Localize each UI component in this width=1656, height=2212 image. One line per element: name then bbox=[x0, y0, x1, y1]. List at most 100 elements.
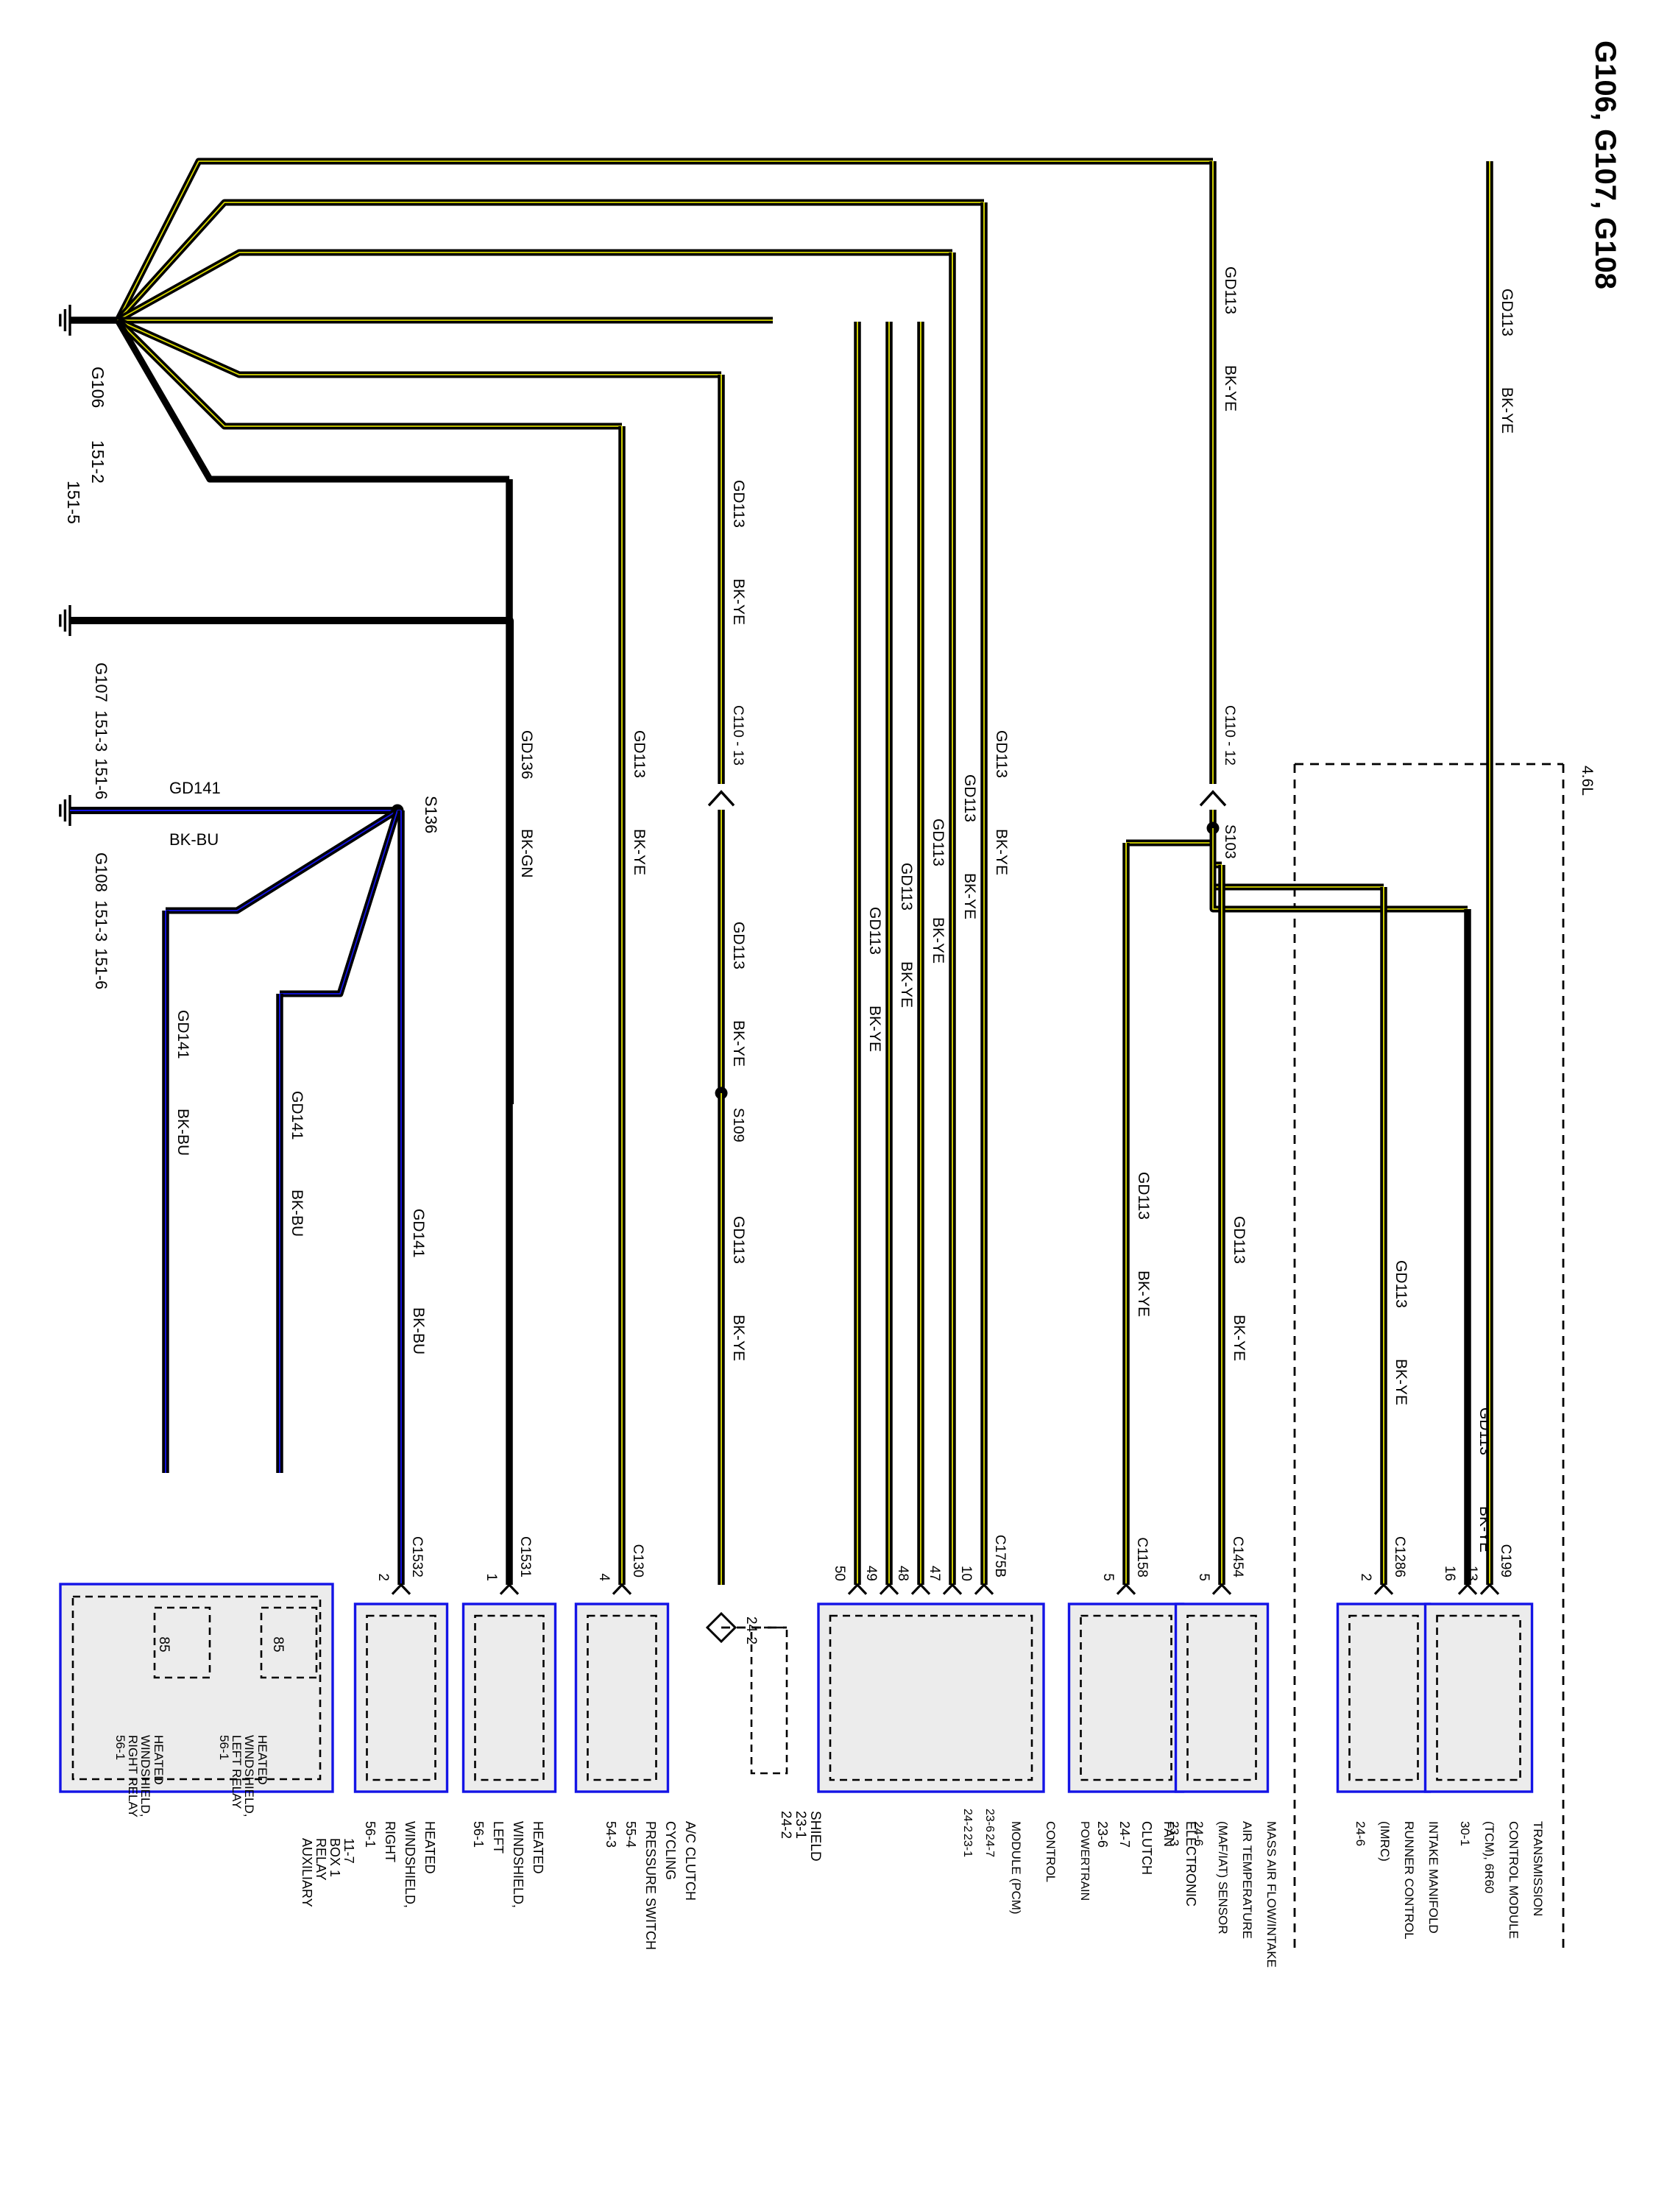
svg-text:(TCM), 6R60: (TCM), 6R60 bbox=[1482, 1821, 1496, 1893]
svg-text:BOX 1: BOX 1 bbox=[328, 1838, 342, 1877]
svg-text:BK-YE: BK-YE bbox=[1135, 1271, 1152, 1317]
svg-text:11-7: 11-7 bbox=[342, 1838, 356, 1864]
svg-text:INTAKE MANIFOLD: INTAKE MANIFOLD bbox=[1426, 1821, 1440, 1934]
svg-text:RIGHT: RIGHT bbox=[383, 1821, 397, 1862]
svg-text:CONTROL: CONTROL bbox=[1044, 1821, 1058, 1882]
svg-text:2: 2 bbox=[375, 1573, 391, 1581]
svg-text:POWERTRAIN: POWERTRAIN bbox=[1078, 1821, 1091, 1901]
svg-text:55-4: 55-4 bbox=[623, 1821, 638, 1848]
svg-text:CONTROL MODULE: CONTROL MODULE bbox=[1507, 1821, 1521, 1939]
svg-text:A/C CLUTCH: A/C CLUTCH bbox=[683, 1821, 698, 1901]
svg-text:GD113: GD113 bbox=[1393, 1260, 1409, 1308]
svg-text:GD113: GD113 bbox=[730, 1216, 747, 1264]
svg-text:BK-YE: BK-YE bbox=[1222, 365, 1239, 411]
svg-text:GD113: GD113 bbox=[1231, 1216, 1248, 1264]
svg-text:5: 5 bbox=[1100, 1573, 1116, 1581]
svg-text:23-3: 23-3 bbox=[1167, 1821, 1181, 1846]
svg-text:G106: G106 bbox=[88, 367, 107, 408]
svg-text:GD113: GD113 bbox=[1222, 266, 1239, 314]
svg-text:151-6: 151-6 bbox=[92, 758, 110, 799]
svg-text:(MAF/IAT) SENSOR: (MAF/IAT) SENSOR bbox=[1216, 1821, 1230, 1934]
svg-text:BK-YE: BK-YE bbox=[730, 1020, 747, 1067]
svg-text:BK-BU: BK-BU bbox=[289, 1190, 305, 1237]
svg-text:HEATED: HEATED bbox=[255, 1735, 269, 1785]
svg-text:23-1: 23-1 bbox=[961, 1834, 974, 1857]
svg-text:C1531: C1531 bbox=[517, 1536, 533, 1577]
svg-text:TRANSMISSION: TRANSMISSION bbox=[1531, 1821, 1545, 1916]
svg-text:151-5: 151-5 bbox=[64, 481, 83, 524]
svg-text:GD113: GD113 bbox=[1498, 289, 1515, 336]
svg-text:47: 47 bbox=[927, 1566, 942, 1581]
svg-text:AUXILIARY: AUXILIARY bbox=[300, 1838, 314, 1907]
svg-text:GD113: GD113 bbox=[631, 730, 648, 778]
svg-text:HEATED: HEATED bbox=[152, 1735, 166, 1785]
svg-text:BK-YE: BK-YE bbox=[961, 873, 978, 919]
svg-text:GD113: GD113 bbox=[993, 730, 1010, 778]
svg-text:BK-BU: BK-BU bbox=[174, 1109, 191, 1156]
svg-text:30-1: 30-1 bbox=[1458, 1821, 1472, 1846]
svg-text:GD113: GD113 bbox=[730, 922, 747, 969]
svg-text:S103: S103 bbox=[1222, 824, 1238, 859]
svg-text:AIR TEMPERATURE: AIR TEMPERATURE bbox=[1240, 1821, 1254, 1939]
svg-text:5: 5 bbox=[1196, 1573, 1211, 1581]
svg-text:GD141: GD141 bbox=[174, 1010, 191, 1059]
svg-text:23-1: 23-1 bbox=[793, 1811, 808, 1839]
svg-text:WINDSHIELD,: WINDSHIELD, bbox=[403, 1821, 417, 1908]
svg-text:BK-YE: BK-YE bbox=[898, 961, 915, 1008]
svg-text:BK-YE: BK-YE bbox=[1231, 1315, 1248, 1361]
svg-text:BK-BU: BK-BU bbox=[410, 1307, 427, 1354]
svg-text:24-6: 24-6 bbox=[1192, 1821, 1206, 1846]
svg-text:56-1: 56-1 bbox=[113, 1735, 127, 1760]
svg-text:1: 1 bbox=[484, 1573, 499, 1581]
svg-text:(IMRC): (IMRC) bbox=[1378, 1821, 1392, 1862]
svg-text:GD136: GD136 bbox=[518, 730, 535, 780]
svg-text:CYCLING: CYCLING bbox=[663, 1821, 678, 1880]
svg-text:GD113: GD113 bbox=[930, 819, 946, 866]
svg-text:2: 2 bbox=[1358, 1573, 1373, 1581]
svg-text:4.6L: 4.6L bbox=[1579, 766, 1596, 796]
svg-text:GD141: GD141 bbox=[410, 1209, 427, 1258]
svg-text:GD113: GD113 bbox=[730, 480, 747, 528]
svg-text:RELAY: RELAY bbox=[314, 1838, 328, 1881]
svg-text:4: 4 bbox=[596, 1573, 612, 1581]
svg-text:C1286: C1286 bbox=[1392, 1536, 1407, 1577]
svg-text:10: 10 bbox=[958, 1566, 974, 1581]
svg-text:23-6: 23-6 bbox=[1095, 1821, 1110, 1848]
svg-text:G106, G107, G108: G106, G107, G108 bbox=[1589, 40, 1621, 289]
svg-text:GD141: GD141 bbox=[289, 1091, 305, 1140]
svg-text:SHIELD: SHIELD bbox=[807, 1811, 823, 1862]
svg-text:48: 48 bbox=[895, 1566, 910, 1581]
svg-text:151-6: 151-6 bbox=[92, 948, 110, 989]
svg-text:RUNNER CONTROL: RUNNER CONTROL bbox=[1402, 1821, 1416, 1940]
svg-text:BK-BU: BK-BU bbox=[169, 830, 219, 849]
svg-text:16: 16 bbox=[1442, 1566, 1457, 1581]
svg-text:BK-YE: BK-YE bbox=[1498, 387, 1515, 434]
svg-text:54-3: 54-3 bbox=[604, 1821, 618, 1848]
svg-text:BK-YE: BK-YE bbox=[631, 829, 648, 875]
svg-text:BK-YE: BK-YE bbox=[993, 829, 1010, 875]
svg-text:85: 85 bbox=[270, 1636, 286, 1652]
svg-text:G108: G108 bbox=[92, 852, 110, 892]
svg-text:BK-YE: BK-YE bbox=[730, 579, 747, 625]
svg-text:56-1: 56-1 bbox=[363, 1821, 378, 1848]
svg-text:GD113: GD113 bbox=[1135, 1172, 1152, 1220]
svg-text:GD113: GD113 bbox=[898, 863, 915, 911]
svg-text:C175B: C175B bbox=[992, 1535, 1008, 1577]
svg-text:56-1: 56-1 bbox=[217, 1735, 231, 1760]
svg-text:24-2: 24-2 bbox=[961, 1809, 974, 1832]
svg-text:C1454: C1454 bbox=[1230, 1536, 1245, 1577]
svg-text:13: 13 bbox=[1464, 1566, 1479, 1581]
svg-text:GD141: GD141 bbox=[169, 779, 221, 797]
svg-text:23-6: 23-6 bbox=[983, 1809, 996, 1832]
svg-text:C110 - 12: C110 - 12 bbox=[1222, 705, 1237, 766]
svg-text:BK-GN: BK-GN bbox=[518, 829, 535, 878]
svg-text:C130: C130 bbox=[630, 1544, 645, 1577]
svg-text:GD113: GD113 bbox=[961, 774, 978, 822]
svg-text:50: 50 bbox=[832, 1566, 847, 1581]
svg-text:151-3: 151-3 bbox=[92, 710, 110, 752]
svg-text:MODULE (PCM): MODULE (PCM) bbox=[1009, 1821, 1023, 1915]
svg-text:MASS AIR FLOW/INTAKE: MASS AIR FLOW/INTAKE bbox=[1264, 1821, 1278, 1968]
svg-text:S136: S136 bbox=[422, 796, 440, 833]
svg-text:56-1: 56-1 bbox=[471, 1821, 486, 1848]
svg-text:S109: S109 bbox=[730, 1108, 746, 1142]
